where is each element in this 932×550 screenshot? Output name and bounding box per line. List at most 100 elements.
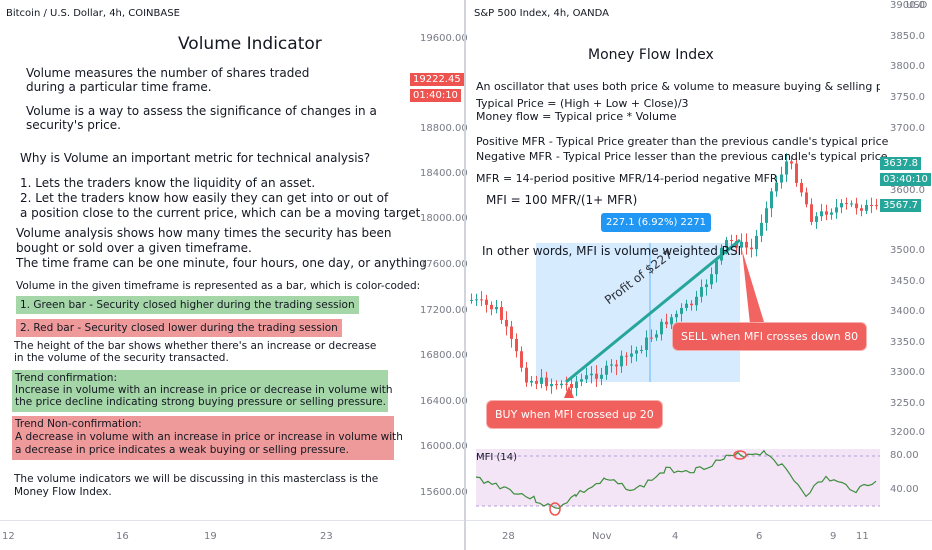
candle-body <box>750 247 753 250</box>
buy-callout: BUY when MFI crossed up 20 <box>486 400 663 429</box>
para2-line2: security's price. <box>26 118 121 132</box>
x-tick: 6 <box>756 531 763 542</box>
last-price-tag: 3567.7 <box>880 199 921 212</box>
candle-body <box>755 235 758 250</box>
candle-body <box>625 355 628 357</box>
candle-body <box>535 380 538 384</box>
trend-nonconfirmation-box <box>12 416 394 460</box>
y-tick: 18800.00 <box>420 123 468 134</box>
measure-label: 227.1 (6.92%) 2271 <box>601 213 712 232</box>
candle-body <box>480 299 483 301</box>
candle-body <box>475 299 478 301</box>
sp500-chart-canvas <box>470 153 880 516</box>
mfi-description: An oscillator that uses both price & vol… <box>476 80 880 93</box>
candle-body <box>775 182 778 192</box>
candle-body <box>730 240 733 242</box>
countdown-tag: 01:40:10 <box>410 89 461 102</box>
candle-body <box>780 174 783 183</box>
trend-nonconf-line: A decrease in volume with an increase in… <box>15 431 403 443</box>
candle-body <box>810 204 813 222</box>
y-tick: 3600.0 <box>890 185 925 196</box>
candle-body <box>855 203 858 209</box>
candle-body <box>745 241 748 248</box>
closing-line: The volume indicators we will be discuss… <box>14 473 379 485</box>
candle-body <box>725 240 728 248</box>
price-tag: 19222.45 <box>410 73 464 86</box>
bitcoin-chart-panel: Bitcoin / U.S. Dollar, 4h, COINBASE Volu… <box>0 8 468 542</box>
candle-body <box>740 241 743 248</box>
candle-body <box>570 383 573 389</box>
mfi-band <box>476 449 880 506</box>
x-tick: 23 <box>320 531 333 542</box>
para1-line2: during a particular time frame. <box>26 80 212 94</box>
mfr-formula: MFR = 14-period positive MFR/14-period n… <box>476 172 778 185</box>
candle-body <box>610 364 613 366</box>
y-tick: 17200.00 <box>420 305 468 316</box>
candle-body <box>585 375 588 380</box>
y-tick: 3850.0 <box>890 31 925 42</box>
candle-body <box>705 284 708 288</box>
trend-conf-line: Trend confirmation: <box>15 372 117 384</box>
list-item: 1. Lets the traders know the liquidity o… <box>20 176 316 190</box>
mfi-line <box>475 449 877 510</box>
candle-body <box>790 161 793 164</box>
x-tick: 4 <box>672 531 679 542</box>
candle-body <box>615 364 618 367</box>
candle-body <box>515 338 518 352</box>
candle-body <box>540 377 543 384</box>
y-tick: 3450.0 <box>890 276 925 287</box>
y-tick: 3200.0 <box>890 427 925 438</box>
x-tick: Nov <box>592 531 612 542</box>
y-tick: 3250.0 <box>890 398 925 409</box>
x-tick: 9 <box>830 531 837 542</box>
candle-body <box>850 203 853 205</box>
closing-line: Money Flow Index. <box>14 486 112 498</box>
candle-body <box>560 383 563 386</box>
candle-body <box>650 337 653 339</box>
candle-body <box>635 350 638 354</box>
candle-body <box>845 203 848 205</box>
candle-body <box>700 287 703 297</box>
y-tick: 3350.0 <box>890 337 925 348</box>
candle-body <box>510 326 513 339</box>
y-tick: 3700.0 <box>890 123 925 134</box>
analysis-line: The time frame can be one minute, four h… <box>16 256 427 270</box>
question-text: Why is Volume an important metric for te… <box>20 151 371 165</box>
candle-body <box>685 303 688 308</box>
candle-body <box>785 161 788 175</box>
y-tick: 3800.0 <box>890 61 925 72</box>
candle-body <box>530 380 533 383</box>
sp500-chart-panel: S&P 500 Index, 4h, OANDA Money Flow Inde… <box>466 0 932 550</box>
list-item: 2. Let the traders know how easily they … <box>20 191 389 205</box>
positive-mfr-note: Positive MFR - Typical Price greater tha… <box>476 135 889 148</box>
typical-price-formula: Typical Price = (High + Low + Close)/3 <box>476 97 689 110</box>
candle-body <box>505 319 508 327</box>
candle-body <box>870 205 873 207</box>
candle-body <box>670 317 673 325</box>
candle-body <box>645 337 648 350</box>
bar-intro: Volume in the given timeframe is represe… <box>16 280 421 292</box>
y-tick: 3400.0 <box>890 306 925 317</box>
x-tick: 16 <box>116 531 129 542</box>
candle-body <box>690 303 693 306</box>
x-tick: 19 <box>204 531 217 542</box>
x-axis-line <box>466 520 932 521</box>
candle-body <box>835 207 838 213</box>
other-words-note: In other words, MFI is volume weighted R… <box>482 244 742 258</box>
candle-body <box>715 260 718 275</box>
candle-body <box>840 203 843 208</box>
trend-confirmation-box <box>12 370 388 412</box>
candle-body <box>800 182 803 193</box>
mfi-formula: MFI = 100 MFR/(1+ MFR) <box>486 193 638 207</box>
x-tick: 28 <box>502 531 515 542</box>
analysis-line: bought or sold over a given timeframe. <box>16 241 252 255</box>
candle-body <box>575 381 578 389</box>
candle-body <box>660 321 663 335</box>
candle-body <box>765 208 768 223</box>
page-title: Volume Indicator <box>178 34 322 54</box>
candle-body <box>595 373 598 379</box>
y-tick: 18400.00 <box>420 168 468 179</box>
trend-nonconf-line: a decrease in price indicates a weak buy… <box>15 444 349 456</box>
candle-body <box>710 274 713 285</box>
buy-signal-circle <box>549 502 561 516</box>
